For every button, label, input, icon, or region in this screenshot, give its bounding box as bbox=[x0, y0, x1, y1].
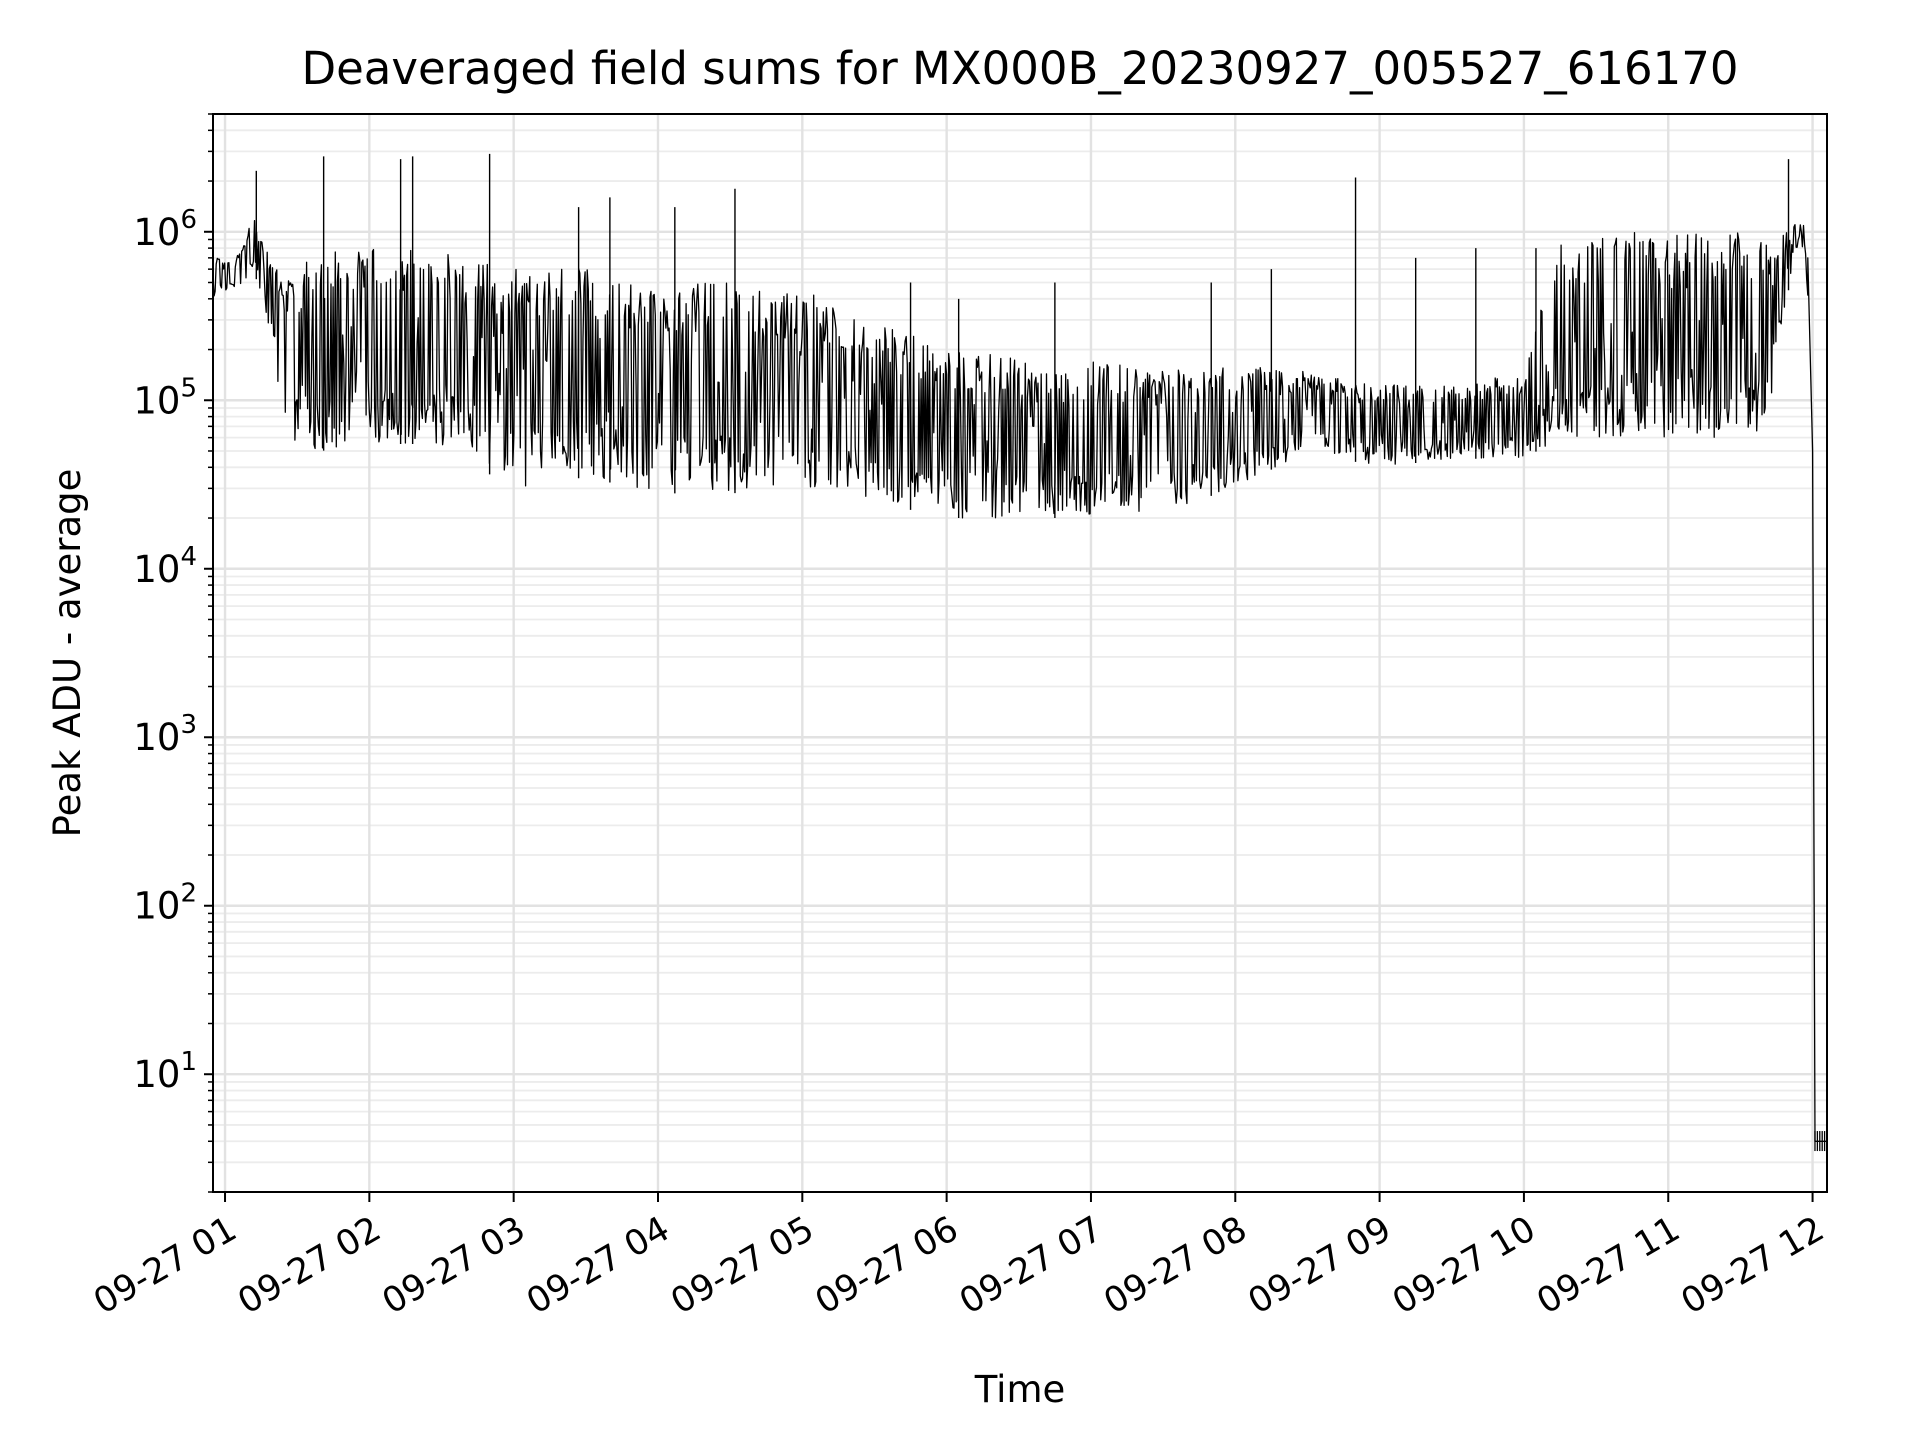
data-series bbox=[212, 153, 1828, 1152]
y-tick-exponent: 1 bbox=[180, 1047, 197, 1077]
x-axis-label: Time bbox=[974, 1368, 1066, 1411]
series-line bbox=[212, 220, 1827, 1142]
y-axis-label: Peak ADU - average bbox=[46, 469, 89, 838]
y-tick-exponent: 4 bbox=[180, 542, 197, 572]
y-tick-exponent: 5 bbox=[180, 373, 197, 403]
chart-title: Deaveraged field sums for MX000B_2023092… bbox=[301, 42, 1738, 95]
y-tick-exponent: 2 bbox=[180, 879, 197, 909]
y-tick-exponent: 3 bbox=[180, 710, 197, 740]
plot-frame bbox=[212, 113, 1828, 1193]
y-tick-exponent: 6 bbox=[180, 205, 197, 235]
grid-major bbox=[213, 114, 1827, 1192]
